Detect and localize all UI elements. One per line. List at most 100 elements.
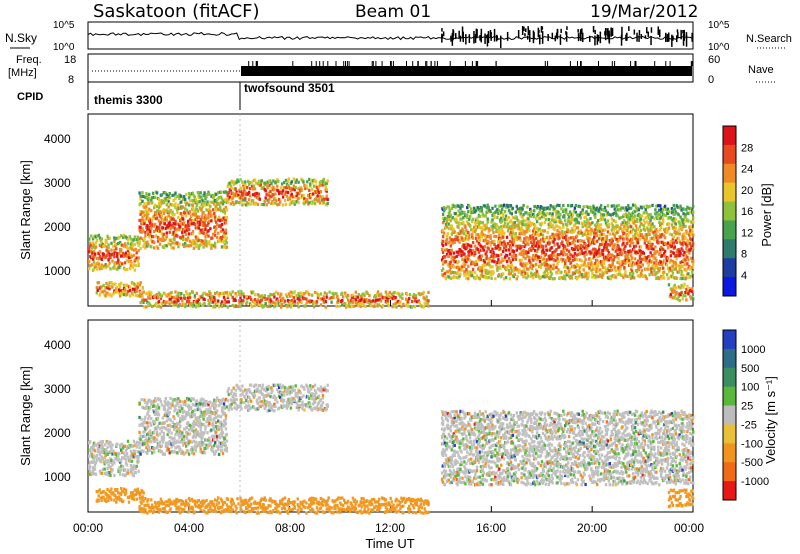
power-echo-cell <box>655 235 658 239</box>
power-echo-cell <box>503 210 507 214</box>
power-echo-cell <box>292 296 295 300</box>
power-echo-cell <box>613 255 616 259</box>
power-echo-cell <box>662 207 665 212</box>
power-echo-cell <box>106 234 109 238</box>
power-echo-cell <box>551 223 554 227</box>
power-echo-cell <box>167 200 170 204</box>
velocity-echo-cell <box>107 494 110 498</box>
power-echo-cell <box>288 300 292 305</box>
power-echo-cell <box>381 304 385 308</box>
power-echo-cell <box>665 258 669 263</box>
power-echo-cell <box>656 270 659 275</box>
power-echo-cell <box>511 216 515 220</box>
cpid-label: CPID <box>17 91 43 103</box>
power-echo-cell <box>690 233 693 237</box>
power-echo-cell <box>555 224 558 228</box>
velocity-echo-cell <box>108 471 111 475</box>
power-echo-cell <box>677 236 680 240</box>
velocity-echo-cell <box>111 463 114 467</box>
velocity-echo-cell <box>109 450 112 454</box>
power-echo-cell <box>311 181 314 185</box>
velocity-echo-cell <box>134 442 137 446</box>
power-echo-cell <box>208 290 211 294</box>
velocity-echo-cell <box>138 446 141 450</box>
velocity-echo-cell <box>139 491 142 495</box>
power-echo-cell <box>354 298 357 302</box>
power-echo-cell <box>159 221 163 225</box>
power-echo-cell <box>248 194 252 198</box>
power-echo-cell <box>292 184 295 188</box>
power-echo-cell <box>670 268 674 272</box>
power-echo-cell <box>664 213 668 217</box>
power-echo-cell <box>234 298 237 302</box>
power-echo-cell <box>665 230 669 234</box>
power-echo-cell <box>582 268 585 272</box>
velocity-echo-cell <box>134 467 137 471</box>
power-echo-cell <box>501 233 504 237</box>
noise-spike <box>671 34 673 47</box>
power-echo-cell <box>671 271 675 275</box>
power-echo-cell <box>451 255 454 259</box>
power-echo-cell <box>692 259 695 263</box>
power-echo-cell <box>659 212 662 216</box>
power-echo-cell <box>556 229 559 233</box>
power-echo-cell <box>495 263 498 267</box>
power-echo-cell <box>164 199 167 203</box>
power-echo-cell <box>200 230 203 234</box>
power-echo-cell <box>308 201 311 205</box>
power-echo-cell <box>540 215 544 219</box>
power-echo-cell <box>645 234 648 238</box>
power-echo-cell <box>598 237 601 241</box>
power-echo-cell <box>515 216 518 220</box>
power-echo-cell <box>98 250 102 254</box>
power-echo-cell <box>521 222 524 226</box>
power-echo-cell <box>405 303 408 308</box>
power-echo-cell <box>232 192 235 196</box>
power-echo-cell <box>519 212 522 216</box>
power-echo-cell <box>637 264 641 269</box>
velocity-echo-cell <box>98 453 102 457</box>
power-echo-cell <box>471 240 475 245</box>
power-echo-cell <box>441 228 445 232</box>
colorbar-tick-label: 4 <box>741 270 747 282</box>
power-echo-cell <box>679 276 682 280</box>
power-echo-cell <box>270 182 273 186</box>
power-echo-cell <box>121 251 125 256</box>
velocity-echo-cell <box>124 491 128 495</box>
power-echo-cell <box>281 203 285 207</box>
velocity-echo-cell <box>106 467 109 471</box>
power-echo-cell <box>491 218 494 222</box>
power-echo-cell <box>636 241 640 245</box>
power-echo-cell <box>528 224 531 228</box>
power-echo-cell <box>681 297 684 301</box>
power-echo-cell <box>538 241 542 245</box>
power-echo-cell <box>490 276 493 280</box>
power-echo-cell <box>224 238 228 242</box>
power-echo-cell <box>147 230 150 234</box>
power-echo-cell <box>686 244 689 248</box>
power-echo-cell <box>579 229 582 233</box>
noise-spike <box>592 26 595 33</box>
power-echo-cell <box>440 247 444 251</box>
power-echo-cell <box>651 225 654 229</box>
power-echo-cell <box>277 292 280 296</box>
power-echo-cell <box>229 184 232 188</box>
power-echo-cell <box>261 296 264 300</box>
power-echo-cell <box>128 294 132 298</box>
power-echo-cell <box>283 299 287 303</box>
power-echo-cell <box>657 267 660 271</box>
power-echo-cell <box>554 218 557 222</box>
power-echo-cell <box>153 303 157 307</box>
velocity-echo-cell <box>124 488 128 492</box>
power-echo-cell <box>487 205 490 210</box>
noise-spike <box>589 35 591 40</box>
power-echo-cell <box>172 295 175 299</box>
power-echo-cell <box>543 237 547 241</box>
velocity-echo-cell <box>118 451 121 456</box>
power-echo-cell <box>217 305 221 309</box>
power-echo-cell <box>638 219 642 223</box>
power-echo-cell <box>652 247 655 251</box>
velocity-echo-cell <box>96 490 99 494</box>
velocity-echo-cell <box>149 421 152 425</box>
power-echo-cell <box>454 205 457 209</box>
